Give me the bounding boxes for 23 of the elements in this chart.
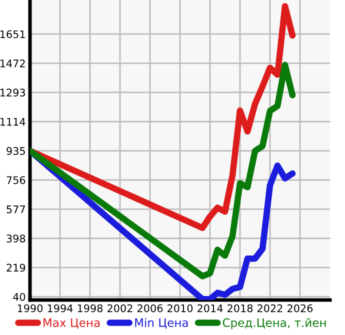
y-tick-label: 219 — [6, 264, 26, 272]
y-tick-label: 1114 — [0, 118, 26, 126]
x-tick-label: 2010 — [168, 304, 193, 312]
y-tick-label: 1651 — [0, 30, 25, 38]
x-tick-label: 1990 — [18, 304, 43, 312]
y-tick-label: 1293 — [0, 88, 25, 97]
y-tick-label: 577 — [6, 206, 25, 214]
y-tick-label: 1472 — [0, 59, 25, 68]
x-tick-label: 2026 — [288, 304, 313, 312]
x-tick-label: 1998 — [78, 304, 103, 312]
x-tick-label: 1994 — [48, 304, 73, 312]
x-tick-label: 2014 — [198, 304, 223, 312]
y-tick-label: 398 — [6, 234, 26, 242]
y-tick-label: 756 — [6, 176, 26, 184]
x-tick-label: 2006 — [138, 304, 163, 312]
legend-label: Max Цена — [44, 318, 100, 329]
y-tick-label: 40 — [13, 292, 26, 301]
y-tick-label: 935 — [6, 147, 25, 155]
x-tick-label: 2002 — [108, 304, 132, 312]
legend-label: Min Цена — [135, 318, 188, 329]
x-tick-label: 2018 — [228, 304, 253, 312]
x-tick-label: 2022 — [258, 304, 282, 312]
legend-label: Сред.Цена, т.йен — [222, 318, 326, 330]
